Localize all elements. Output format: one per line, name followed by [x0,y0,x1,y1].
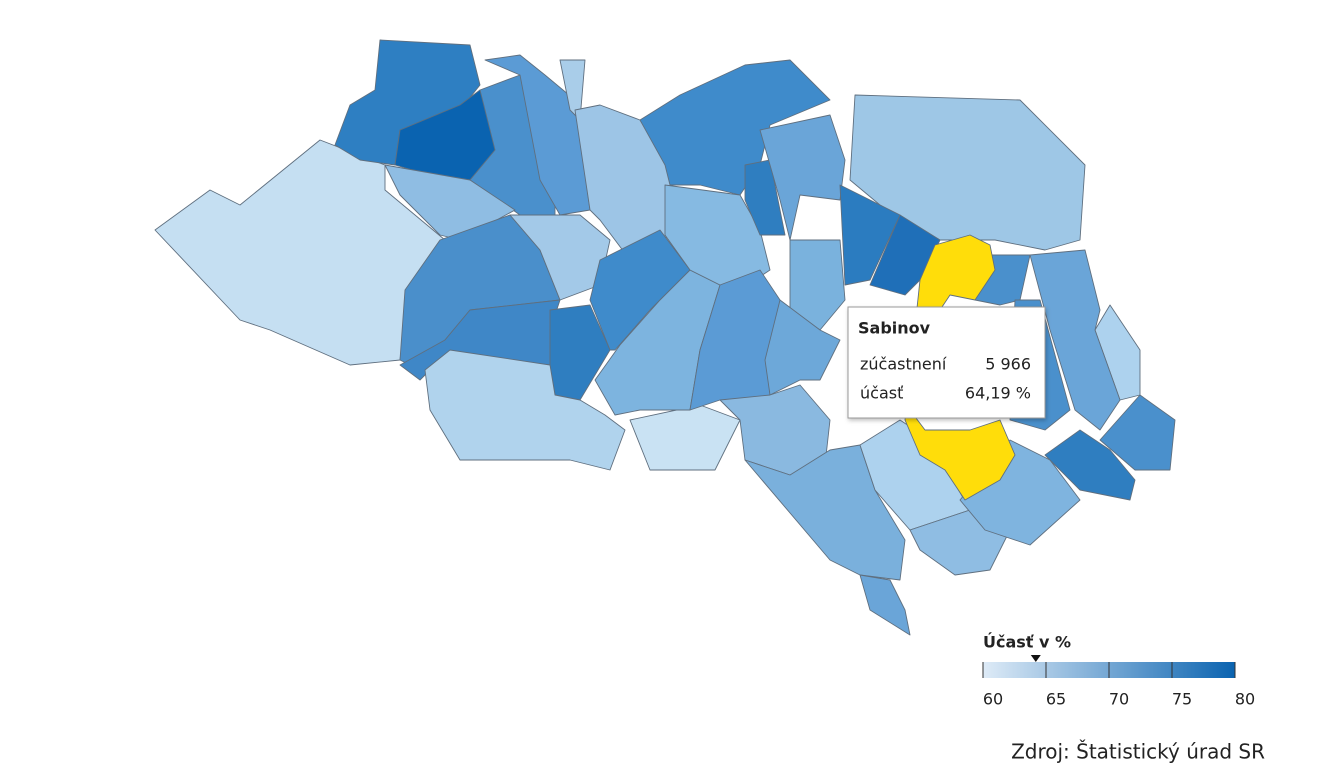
region[interactable] [1044,429,1136,501]
tooltip-value: 5 966 [985,355,1031,374]
region[interactable] [759,114,846,241]
region[interactable] [744,444,906,581]
legend: Účasť v % 60 65 70 75 80 [982,633,1255,709]
legend-tick-label: 75 [1172,690,1192,709]
region[interactable] [334,39,481,166]
region[interactable] [424,349,626,471]
tooltip-value: 64,19 % [965,384,1031,403]
region[interactable] [1029,249,1121,431]
region[interactable] [629,404,741,471]
region[interactable] [839,184,901,286]
tooltip-title: Sabinov [858,319,931,338]
region[interactable] [744,159,786,236]
tooltip: Sabinov zúčastnení 5 966 účasť 64,19 % [847,306,1046,419]
region[interactable] [1099,394,1176,471]
region[interactable] [859,574,911,636]
legend-title: Účasť v % [983,633,1071,652]
tooltip-label: účasť [860,384,903,403]
region[interactable] [849,94,1086,251]
highlighted-region[interactable] [904,234,1016,501]
legend-tick-label: 60 [983,690,1003,709]
region[interactable] [764,299,841,396]
tooltip-box [847,306,1046,419]
region[interactable] [789,239,846,331]
regions [154,39,1176,636]
legend-marker [1030,655,1041,662]
legend-tick-label: 70 [1109,690,1129,709]
source: Zdroj: Štatistický úrad SR [1011,740,1265,764]
legend-tick-label: 80 [1235,690,1255,709]
tooltip-label: zúčastnení [860,355,947,374]
legend-tick-label: 65 [1046,690,1066,709]
